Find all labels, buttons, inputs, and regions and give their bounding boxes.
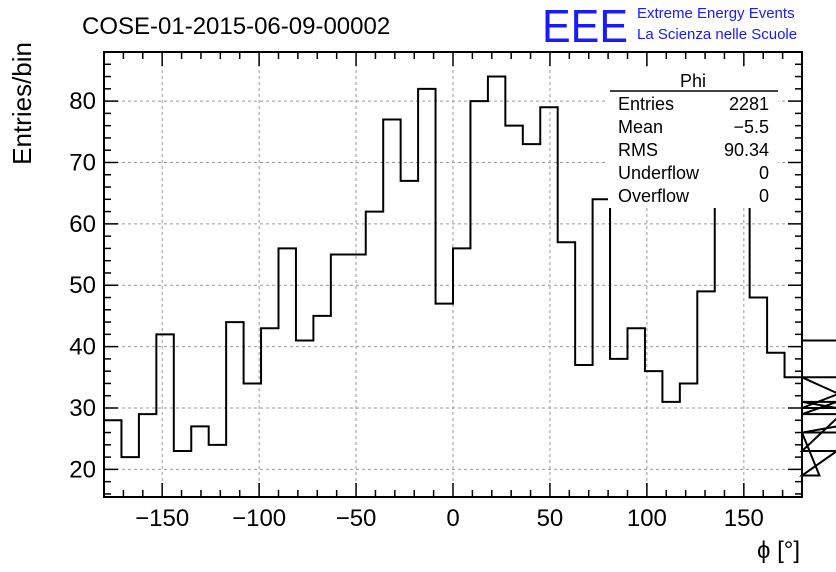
x-tick-label: 0 [446, 505, 459, 532]
branding-line-2: La Scienza nelle Scuole [637, 26, 797, 43]
y-tick-label: 80 [69, 88, 96, 115]
stats-box-title: Phi [680, 71, 706, 91]
x-axis-label: ϕ [°] [757, 537, 800, 564]
x-tick-label: −50 [336, 505, 377, 532]
y-tick-label: 40 [69, 334, 96, 361]
stats-row-label: RMS [618, 140, 658, 160]
stats-row-label: Mean [618, 117, 663, 137]
stats-row-label: Underflow [618, 163, 700, 183]
stats-rows: Entries 2281 Mean −5.5 RMS 90.34 Underflow 0 Ove… [618, 94, 769, 206]
x-tick-label: 150 [724, 505, 764, 532]
branding-line-1: Extreme Energy Events [637, 5, 795, 22]
stats-row-value: 0 [759, 163, 769, 183]
y-axis-label: Entries/bin [7, 42, 37, 165]
chart-title: COSE-01-2015-06-09-00002 [82, 13, 390, 40]
y-tick-label: 50 [69, 272, 96, 299]
x-tick-labels: −150 −100 −50 0 50 100 150 [135, 505, 764, 532]
x-tick-label: −150 [135, 505, 189, 532]
y-tick-label: 60 [69, 211, 96, 238]
grid-lines [104, 52, 802, 497]
stats-row-value: 2281 [729, 94, 769, 114]
y-tick-label: 30 [69, 395, 96, 422]
y-tick-labels: 20 30 40 50 60 70 80 [69, 88, 96, 483]
x-tick-label: −100 [232, 505, 286, 532]
x-tick-label: 50 [537, 505, 564, 532]
stats-row-value: 0 [759, 186, 769, 206]
histogram-outline [103, 75, 836, 497]
x-tick-label: 100 [627, 505, 667, 532]
axis-ticks [104, 52, 802, 497]
stats-row-value: −5.5 [733, 117, 769, 137]
stats-row-label: Entries [618, 94, 674, 114]
y-tick-label: 70 [69, 149, 96, 176]
eee-logo: EEE [542, 0, 628, 52]
stats-row-value: 90.34 [724, 140, 769, 160]
stats-row-label: Overflow [618, 186, 690, 206]
stats-box: Phi Entries 2281 Mean −5.5 RMS 90.34 Underflow… [608, 68, 778, 208]
y-tick-label: 20 [69, 456, 96, 483]
